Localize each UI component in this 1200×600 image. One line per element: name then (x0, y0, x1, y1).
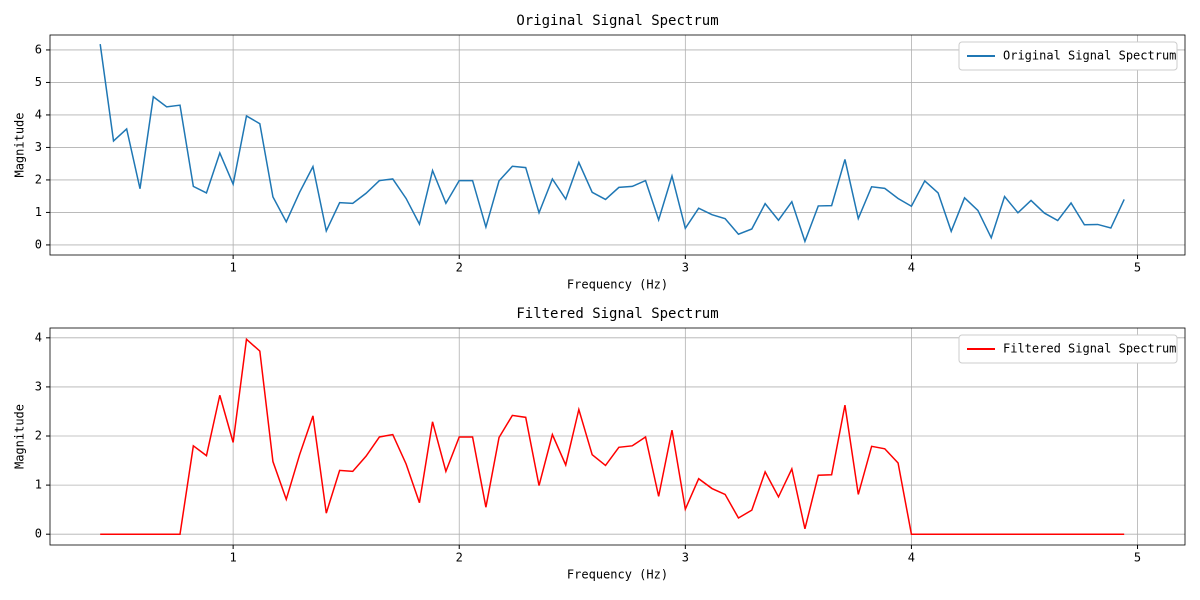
y-tick-label: 0 (35, 527, 42, 541)
plot-frame (49, 34, 1186, 256)
x-tick-label: 5 (1134, 261, 1141, 275)
x-tick-label: 1 (230, 551, 237, 565)
legend-box (958, 334, 1178, 364)
chart-title: Filtered Signal Spectrum (516, 306, 718, 322)
y-tick-label: 2 (35, 172, 42, 186)
x-tick-label: 4 (908, 551, 915, 565)
x-tick-label: 3 (682, 261, 689, 275)
x-tick-label: 3 (682, 551, 689, 565)
legend-box (958, 41, 1178, 71)
y-tick-label: 0 (35, 237, 42, 251)
y-tick-label: 1 (35, 205, 42, 219)
y-tick-label: 3 (35, 140, 42, 154)
y-tick-label: 3 (35, 379, 42, 393)
y-tick-label: 6 (35, 42, 42, 56)
x-tick-label: 5 (1134, 551, 1141, 565)
x-axis-label: Frequency (Hz) (567, 568, 668, 582)
y-tick-label: 1 (35, 478, 42, 492)
y-axis-label: Magnitude (13, 404, 27, 469)
x-axis-label: Frequency (Hz) (567, 278, 668, 292)
chart-title: Original Signal Spectrum (516, 13, 718, 29)
y-axis-label: Magnitude (13, 112, 27, 177)
x-tick-label: 4 (908, 261, 915, 275)
x-tick-label: 1 (230, 261, 237, 275)
y-tick-label: 4 (35, 330, 42, 344)
data-line (99, 43, 1125, 244)
y-tick-label: 2 (35, 429, 42, 443)
x-tick-label: 2 (456, 551, 463, 565)
y-tick-label: 5 (35, 75, 42, 89)
y-tick-label: 4 (35, 107, 42, 121)
plot-frame (49, 327, 1186, 546)
data-line (100, 337, 1125, 535)
x-tick-label: 2 (456, 261, 463, 275)
legend-label: Original Signal Spectrum (1003, 49, 1176, 63)
legend-label: Filtered Signal Spectrum (1003, 342, 1176, 356)
